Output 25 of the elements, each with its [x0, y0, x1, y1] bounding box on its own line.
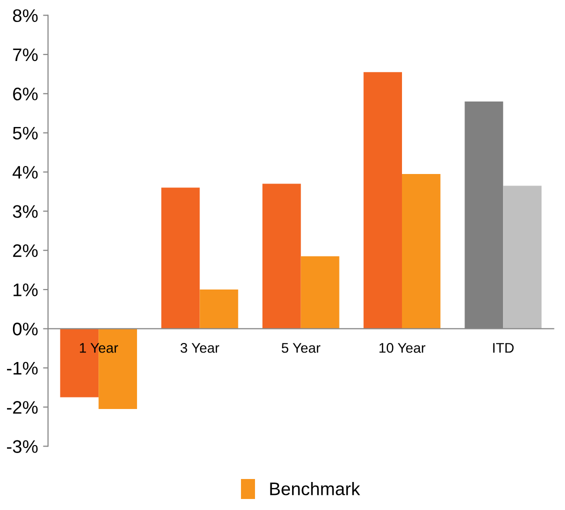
bar [200, 290, 238, 329]
legend-label: Benchmark [270, 482, 360, 496]
bar [161, 188, 200, 329]
y-tick-label: 1% [14, 284, 38, 296]
y-tick-label: 5% [12, 126, 38, 140]
y-tick-label: 8% [12, 9, 38, 22]
y-tick-label: 7% [13, 48, 38, 62]
x-tick-label: 1 Year [80, 343, 118, 353]
y-tick-label: -3% [6, 440, 38, 453]
x-tick-label: 3 Year [180, 342, 220, 353]
y-tick-label: 0% [12, 322, 38, 336]
bar [503, 186, 542, 329]
y-tick-label: 4% [12, 166, 38, 179]
bar [364, 72, 402, 329]
y-tick-label: -1% [6, 362, 38, 375]
y-tick-label: 2% [13, 244, 38, 258]
bar [300, 256, 340, 329]
bar [262, 184, 301, 329]
x-tick-label: ITD [493, 343, 514, 353]
y-tick-label: 3% [12, 205, 38, 218]
y-tick-label: 6% [13, 88, 38, 100]
bar [402, 174, 440, 329]
x-tick-label: 10 Year [379, 342, 426, 353]
x-tick-label: 5 Year [282, 343, 320, 353]
y-tick-label: -2% [6, 401, 38, 414]
